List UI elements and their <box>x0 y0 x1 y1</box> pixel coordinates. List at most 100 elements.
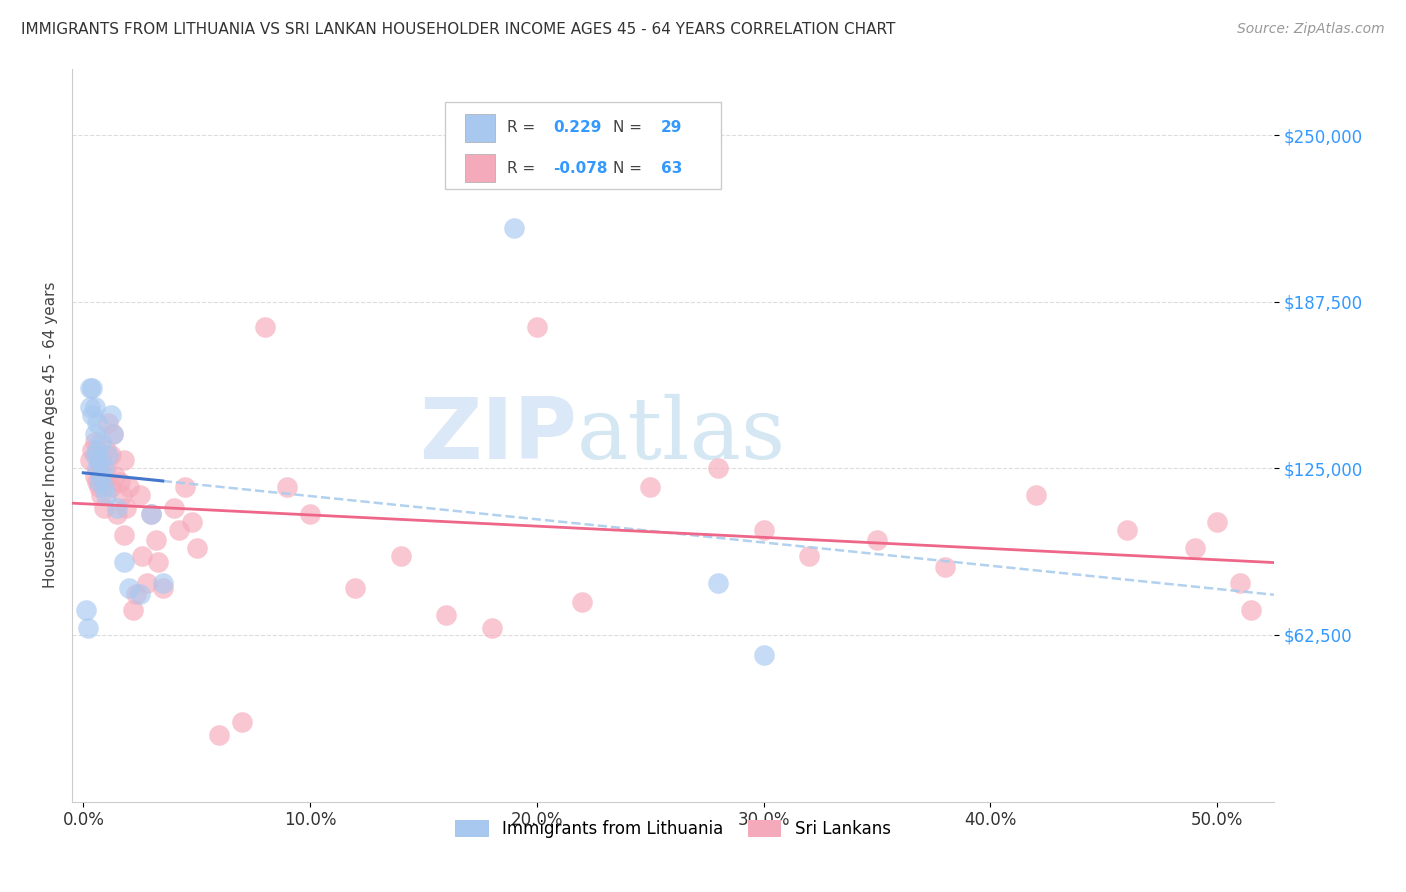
Point <box>86 448 108 462</box>
Point <box>152 576 174 591</box>
Point <box>89 453 111 467</box>
Point <box>526 320 548 334</box>
Point <box>141 507 163 521</box>
Point <box>79 453 101 467</box>
Point <box>571 594 593 608</box>
Point <box>97 416 120 430</box>
Point <box>124 587 146 601</box>
Point <box>118 582 141 596</box>
Point <box>104 469 127 483</box>
Point <box>90 434 112 449</box>
Point <box>389 549 412 564</box>
Point <box>75 602 97 616</box>
FancyBboxPatch shape <box>465 154 495 182</box>
Point <box>112 453 135 467</box>
Point <box>100 448 122 462</box>
Point <box>135 576 157 591</box>
Point <box>231 714 253 729</box>
Point <box>1115 523 1137 537</box>
Legend: Immigrants from Lithuania, Sri Lankans: Immigrants from Lithuania, Sri Lankans <box>449 813 897 845</box>
Point <box>129 587 152 601</box>
Text: R =: R = <box>508 161 540 176</box>
Point <box>148 555 170 569</box>
Point <box>90 488 112 502</box>
Text: ZIP: ZIP <box>419 393 576 476</box>
Point <box>111 488 134 502</box>
Point <box>481 621 503 635</box>
Point <box>115 501 138 516</box>
Point <box>163 501 186 516</box>
Point <box>90 453 112 467</box>
Point <box>145 533 167 548</box>
Point <box>1240 602 1263 616</box>
Point <box>866 533 889 548</box>
Point <box>86 475 108 489</box>
Point <box>752 523 775 537</box>
FancyBboxPatch shape <box>465 113 495 142</box>
Text: -0.078: -0.078 <box>553 161 607 176</box>
Y-axis label: Householder Income Ages 45 - 64 years: Householder Income Ages 45 - 64 years <box>44 282 58 589</box>
Point <box>86 442 108 457</box>
Point <box>640 480 662 494</box>
Point <box>101 426 124 441</box>
Point <box>86 461 108 475</box>
Point <box>105 501 128 516</box>
Point <box>186 541 208 556</box>
Point <box>707 461 730 475</box>
Point <box>934 560 956 574</box>
Point <box>79 400 101 414</box>
Point <box>503 221 526 235</box>
Point <box>83 400 105 414</box>
Point <box>105 507 128 521</box>
Point <box>100 408 122 422</box>
Point <box>181 515 204 529</box>
Text: N =: N = <box>613 120 647 136</box>
Point <box>122 602 145 616</box>
Point <box>93 480 115 494</box>
Text: N =: N = <box>613 161 647 176</box>
Text: 0.229: 0.229 <box>553 120 602 136</box>
Point <box>77 621 100 635</box>
Text: R =: R = <box>508 120 540 136</box>
Point <box>1025 488 1047 502</box>
Point <box>1184 541 1206 556</box>
Point <box>129 488 152 502</box>
Point <box>83 426 105 441</box>
Text: 29: 29 <box>661 120 682 136</box>
Point <box>276 480 298 494</box>
Point <box>86 416 108 430</box>
Point <box>797 549 820 564</box>
Point <box>94 461 117 475</box>
Text: Source: ZipAtlas.com: Source: ZipAtlas.com <box>1237 22 1385 37</box>
Text: atlas: atlas <box>576 393 786 476</box>
Point <box>83 469 105 483</box>
Point <box>90 469 112 483</box>
Point <box>752 648 775 662</box>
Point <box>82 381 104 395</box>
Point <box>112 555 135 569</box>
Point <box>152 582 174 596</box>
Point <box>108 475 131 489</box>
Point <box>93 461 115 475</box>
Point <box>131 549 153 564</box>
Point <box>167 523 190 537</box>
Point <box>89 475 111 489</box>
Point <box>101 426 124 441</box>
Point <box>1229 576 1251 591</box>
Point <box>208 728 231 742</box>
Point <box>299 507 322 521</box>
Point <box>174 480 197 494</box>
Point <box>100 480 122 494</box>
Point <box>93 475 115 489</box>
Point <box>82 442 104 457</box>
Point <box>83 448 105 462</box>
Point <box>94 442 117 457</box>
Point <box>1206 515 1229 529</box>
Point <box>89 480 111 494</box>
Text: 63: 63 <box>661 161 682 176</box>
Point <box>97 448 120 462</box>
Point <box>112 528 135 542</box>
Text: IMMIGRANTS FROM LITHUANIA VS SRI LANKAN HOUSEHOLDER INCOME AGES 45 - 64 YEARS CO: IMMIGRANTS FROM LITHUANIA VS SRI LANKAN … <box>21 22 896 37</box>
Point <box>253 320 276 334</box>
Point <box>707 576 730 591</box>
